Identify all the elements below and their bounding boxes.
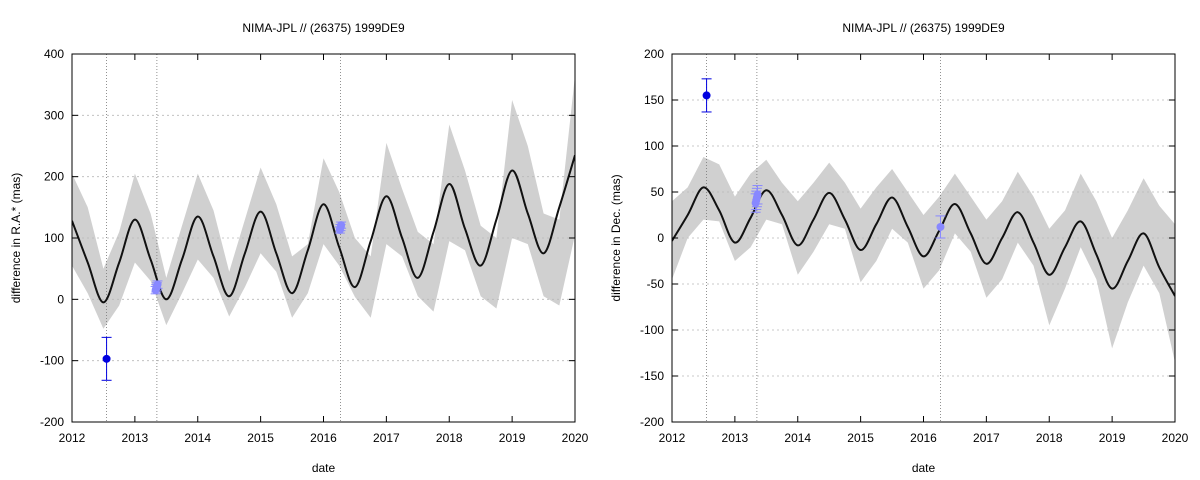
uncertainty-band (672, 157, 1175, 363)
y-tick-label: 0 (57, 292, 64, 306)
y-axis-label: difference in Dec. (mas) (609, 174, 623, 301)
x-tick-label: 2019 (499, 431, 526, 445)
x-tick-label: 2017 (973, 431, 1000, 445)
y-tick-label: -100 (40, 354, 64, 368)
x-tick-label: 2018 (1036, 431, 1063, 445)
x-tick-label: 2014 (184, 431, 211, 445)
y-tick-label: -100 (640, 323, 664, 337)
x-tick-label: 2013 (722, 431, 749, 445)
y-tick-label: 400 (44, 47, 64, 61)
y-tick-label: 100 (44, 231, 64, 245)
x-tick-label: 2017 (373, 431, 400, 445)
ra-chart: -200 -100 0 100 200 300 400 2012 2013 2014 2015 201… (9, 21, 589, 475)
x-tick-label: 2020 (1162, 431, 1189, 445)
observation-point (153, 280, 162, 289)
observation-point (702, 91, 711, 100)
y-tick-label: 100 (644, 139, 664, 153)
x-tick-label: 2016 (910, 431, 937, 445)
y-tick-label: 50 (651, 185, 665, 199)
x-tick-label: 2012 (59, 431, 86, 445)
chart-title: NIMA-JPL // (26375) 1999DE9 (242, 21, 405, 35)
x-tick-label: 2020 (562, 431, 589, 445)
x-axis-label: date (312, 461, 336, 475)
y-tick-label: 300 (44, 108, 64, 122)
y-tick-label: 200 (644, 47, 664, 61)
y-tick-label: -50 (647, 277, 665, 291)
y-tick-label: -200 (40, 415, 64, 429)
y-axis-label: difference in R.A.* (mas) (9, 173, 23, 304)
y-tick-label: -150 (640, 369, 664, 383)
x-axis-label: date (912, 461, 936, 475)
x-tick-label: 2015 (847, 431, 874, 445)
y-tick-label: -200 (640, 415, 664, 429)
x-tick-label: 2018 (436, 431, 463, 445)
observation-point (337, 221, 346, 230)
chart-title: NIMA-JPL // (26375) 1999DE9 (842, 21, 1005, 35)
y-tick-label: 200 (44, 170, 64, 184)
y-tick-label: 0 (657, 231, 664, 245)
x-tick-label: 2014 (784, 431, 811, 445)
x-tick-label: 2019 (1099, 431, 1126, 445)
observation-point (102, 354, 111, 363)
uncertainty-band (72, 75, 575, 329)
y-tick-label: 150 (644, 93, 664, 107)
observation-point (936, 222, 945, 231)
observation-point (753, 190, 762, 199)
dec-chart: -200 -150 -100 -50 0 50 100 150 200 2012 2013 2014 2… (609, 21, 1189, 475)
model-curve (72, 154, 575, 304)
x-tick-label: 2012 (659, 431, 686, 445)
x-tick-label: 2015 (247, 431, 274, 445)
x-tick-label: 2016 (310, 431, 337, 445)
x-tick-label: 2013 (122, 431, 149, 445)
